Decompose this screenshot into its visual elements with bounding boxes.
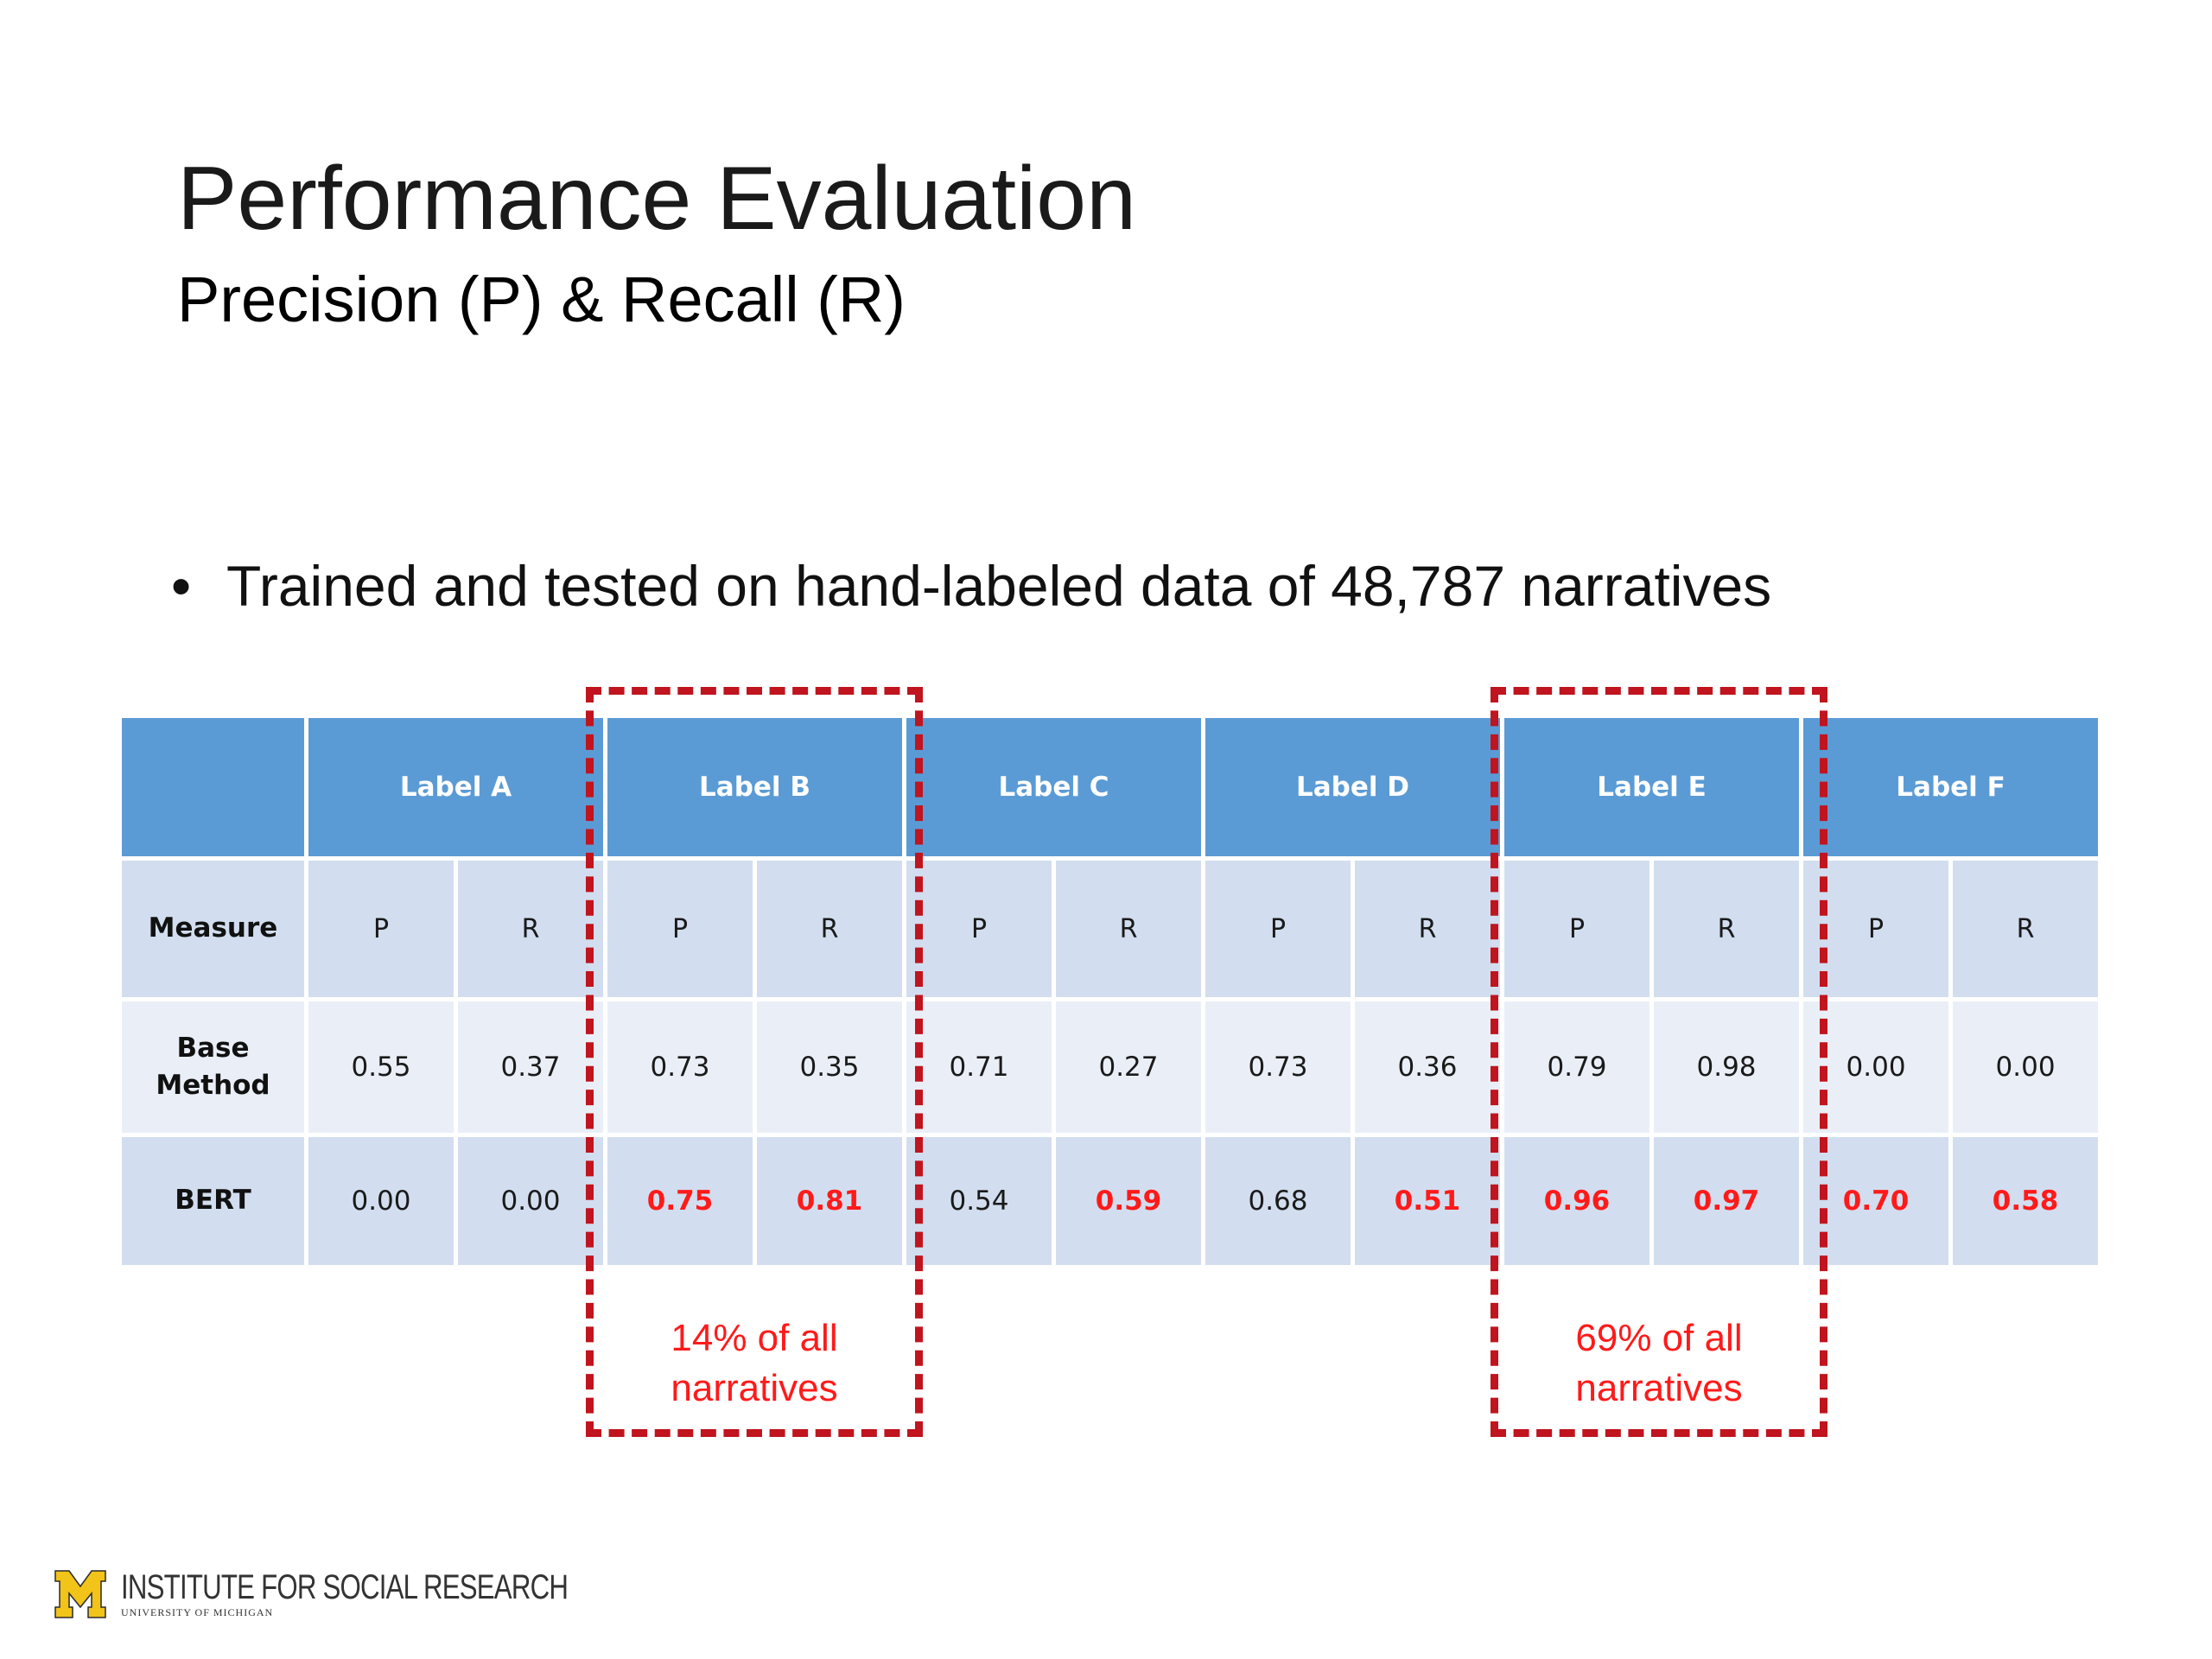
label-header: Label D xyxy=(1200,714,1505,861)
label-header: Label C xyxy=(902,714,1205,861)
callout-label-e: 69% of all narratives xyxy=(1495,1313,1823,1414)
value-cell: 0.00 xyxy=(454,1133,607,1269)
value-cell: 0.00 xyxy=(1948,997,2103,1137)
value-cell: 0.27 xyxy=(1052,997,1205,1137)
highlight-box-label-b xyxy=(586,687,923,1437)
value-cell: R xyxy=(1052,856,1205,1001)
value-cell: P xyxy=(304,856,458,1001)
label-header: Label F xyxy=(1799,714,2103,861)
value-cell: 0.37 xyxy=(454,997,607,1137)
slide-subtitle: Precision (P) & Recall (R) xyxy=(177,264,906,335)
value-cell: 0.36 xyxy=(1350,997,1505,1137)
callout-line: narratives xyxy=(1575,1367,1743,1410)
value-cell: P xyxy=(902,856,1056,1001)
value-cell: 0.73 xyxy=(1201,997,1355,1137)
label-header: Label B xyxy=(603,714,906,861)
callout-line: 14% of all xyxy=(671,1317,838,1359)
institute-logo: INSTITUTE FOR SOCIAL RESEARCH UNIVERSITY… xyxy=(54,1569,694,1619)
value-cell: P xyxy=(1500,856,1655,1001)
label-header: Label E xyxy=(1500,714,1804,861)
callout-line: narratives xyxy=(671,1367,838,1410)
value-cell: 0.79 xyxy=(1500,997,1655,1137)
bullet-item: • Trained and tested on hand-labeled data… xyxy=(171,557,1771,614)
block-m-icon xyxy=(54,1570,106,1618)
value-cell: 0.71 xyxy=(902,997,1056,1137)
value-cell: 0.00 xyxy=(304,1133,458,1269)
row-header: Measure xyxy=(118,856,308,1001)
value-cell: P xyxy=(603,856,757,1001)
row-header: BERT xyxy=(118,1133,308,1269)
bullet-text: Trained and tested on hand-labeled data … xyxy=(226,554,1772,618)
value-cell: 0.98 xyxy=(1649,997,1804,1137)
value-cell: P xyxy=(1201,856,1355,1001)
corner-cell xyxy=(118,714,308,861)
value-cell: 0.35 xyxy=(753,997,906,1137)
row-header: Base Method xyxy=(118,997,308,1137)
logo-subtitle: UNIVERSITY OF MICHIGAN xyxy=(121,1605,274,1618)
value-cell: R xyxy=(1649,856,1804,1001)
bullet-dot: • xyxy=(171,554,192,618)
label-header: Label A xyxy=(304,714,607,861)
highlight-box-label-e xyxy=(1491,687,1827,1437)
value-cell: 0.75 xyxy=(603,1133,757,1269)
label-header-row: Label A Label B Label C Label D Label E … xyxy=(118,714,2103,861)
slide-title: Performance Evaluation xyxy=(177,149,1136,249)
value-cell: 0.51 xyxy=(1350,1133,1505,1269)
value-cell: R xyxy=(1350,856,1505,1001)
value-cell: R xyxy=(753,856,906,1001)
row-header-line: Method xyxy=(156,1070,270,1101)
value-cell: 0.81 xyxy=(753,1133,906,1269)
value-cell: 0.55 xyxy=(304,997,458,1137)
value-cell: 0.97 xyxy=(1649,1133,1804,1269)
value-cell: R xyxy=(454,856,607,1001)
performance-table: Label A Label B Label C Label D Label E … xyxy=(118,714,2103,1269)
value-cell: 0.73 xyxy=(603,997,757,1137)
callout-label-b: 14% of all narratives xyxy=(590,1313,918,1414)
logo-name: INSTITUTE FOR SOCIAL RESEARCH xyxy=(121,1567,569,1606)
callout-line: 69% of all xyxy=(1575,1317,1743,1359)
value-cell: 0.96 xyxy=(1500,1133,1655,1269)
value-cell: 0.54 xyxy=(902,1133,1056,1269)
value-cell: R xyxy=(1948,856,2103,1001)
row-header-line: Base xyxy=(176,1032,250,1064)
value-cell: 0.59 xyxy=(1052,1133,1205,1269)
value-cell: 0.68 xyxy=(1201,1133,1355,1269)
value-cell: 0.58 xyxy=(1948,1133,2103,1269)
